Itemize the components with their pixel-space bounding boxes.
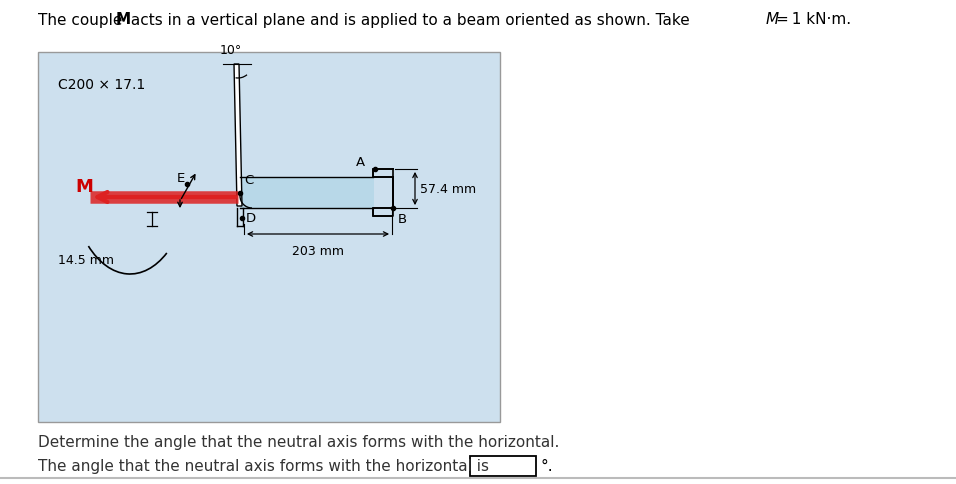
Text: E: E	[177, 171, 185, 184]
Text: 10°: 10°	[220, 44, 242, 56]
Text: The angle that the neutral axis forms with the horizontal is: The angle that the neutral axis forms wi…	[38, 458, 489, 473]
Text: Determine the angle that the neutral axis forms with the horizontal.: Determine the angle that the neutral axi…	[38, 435, 559, 450]
Text: B: B	[398, 212, 407, 226]
Text: A: A	[356, 155, 365, 168]
Text: M: M	[766, 13, 779, 28]
Text: = 1 kN·m.: = 1 kN·m.	[776, 13, 851, 28]
FancyBboxPatch shape	[240, 178, 374, 209]
Polygon shape	[234, 65, 242, 207]
Text: 14.5 mm: 14.5 mm	[58, 253, 114, 266]
Text: 203 mm: 203 mm	[292, 244, 344, 257]
Text: The couple: The couple	[38, 13, 127, 28]
Text: M: M	[116, 13, 131, 28]
Text: °.: °.	[541, 458, 554, 473]
FancyBboxPatch shape	[38, 53, 500, 422]
Text: D: D	[246, 212, 256, 225]
Text: acts in a vertical plane and is applied to a beam oriented as shown. Take: acts in a vertical plane and is applied …	[126, 13, 695, 28]
Text: M: M	[75, 178, 93, 196]
Text: C: C	[244, 174, 253, 187]
FancyBboxPatch shape	[470, 456, 536, 476]
Text: C200 × 17.1: C200 × 17.1	[58, 78, 145, 92]
Text: 57.4 mm: 57.4 mm	[420, 182, 476, 196]
